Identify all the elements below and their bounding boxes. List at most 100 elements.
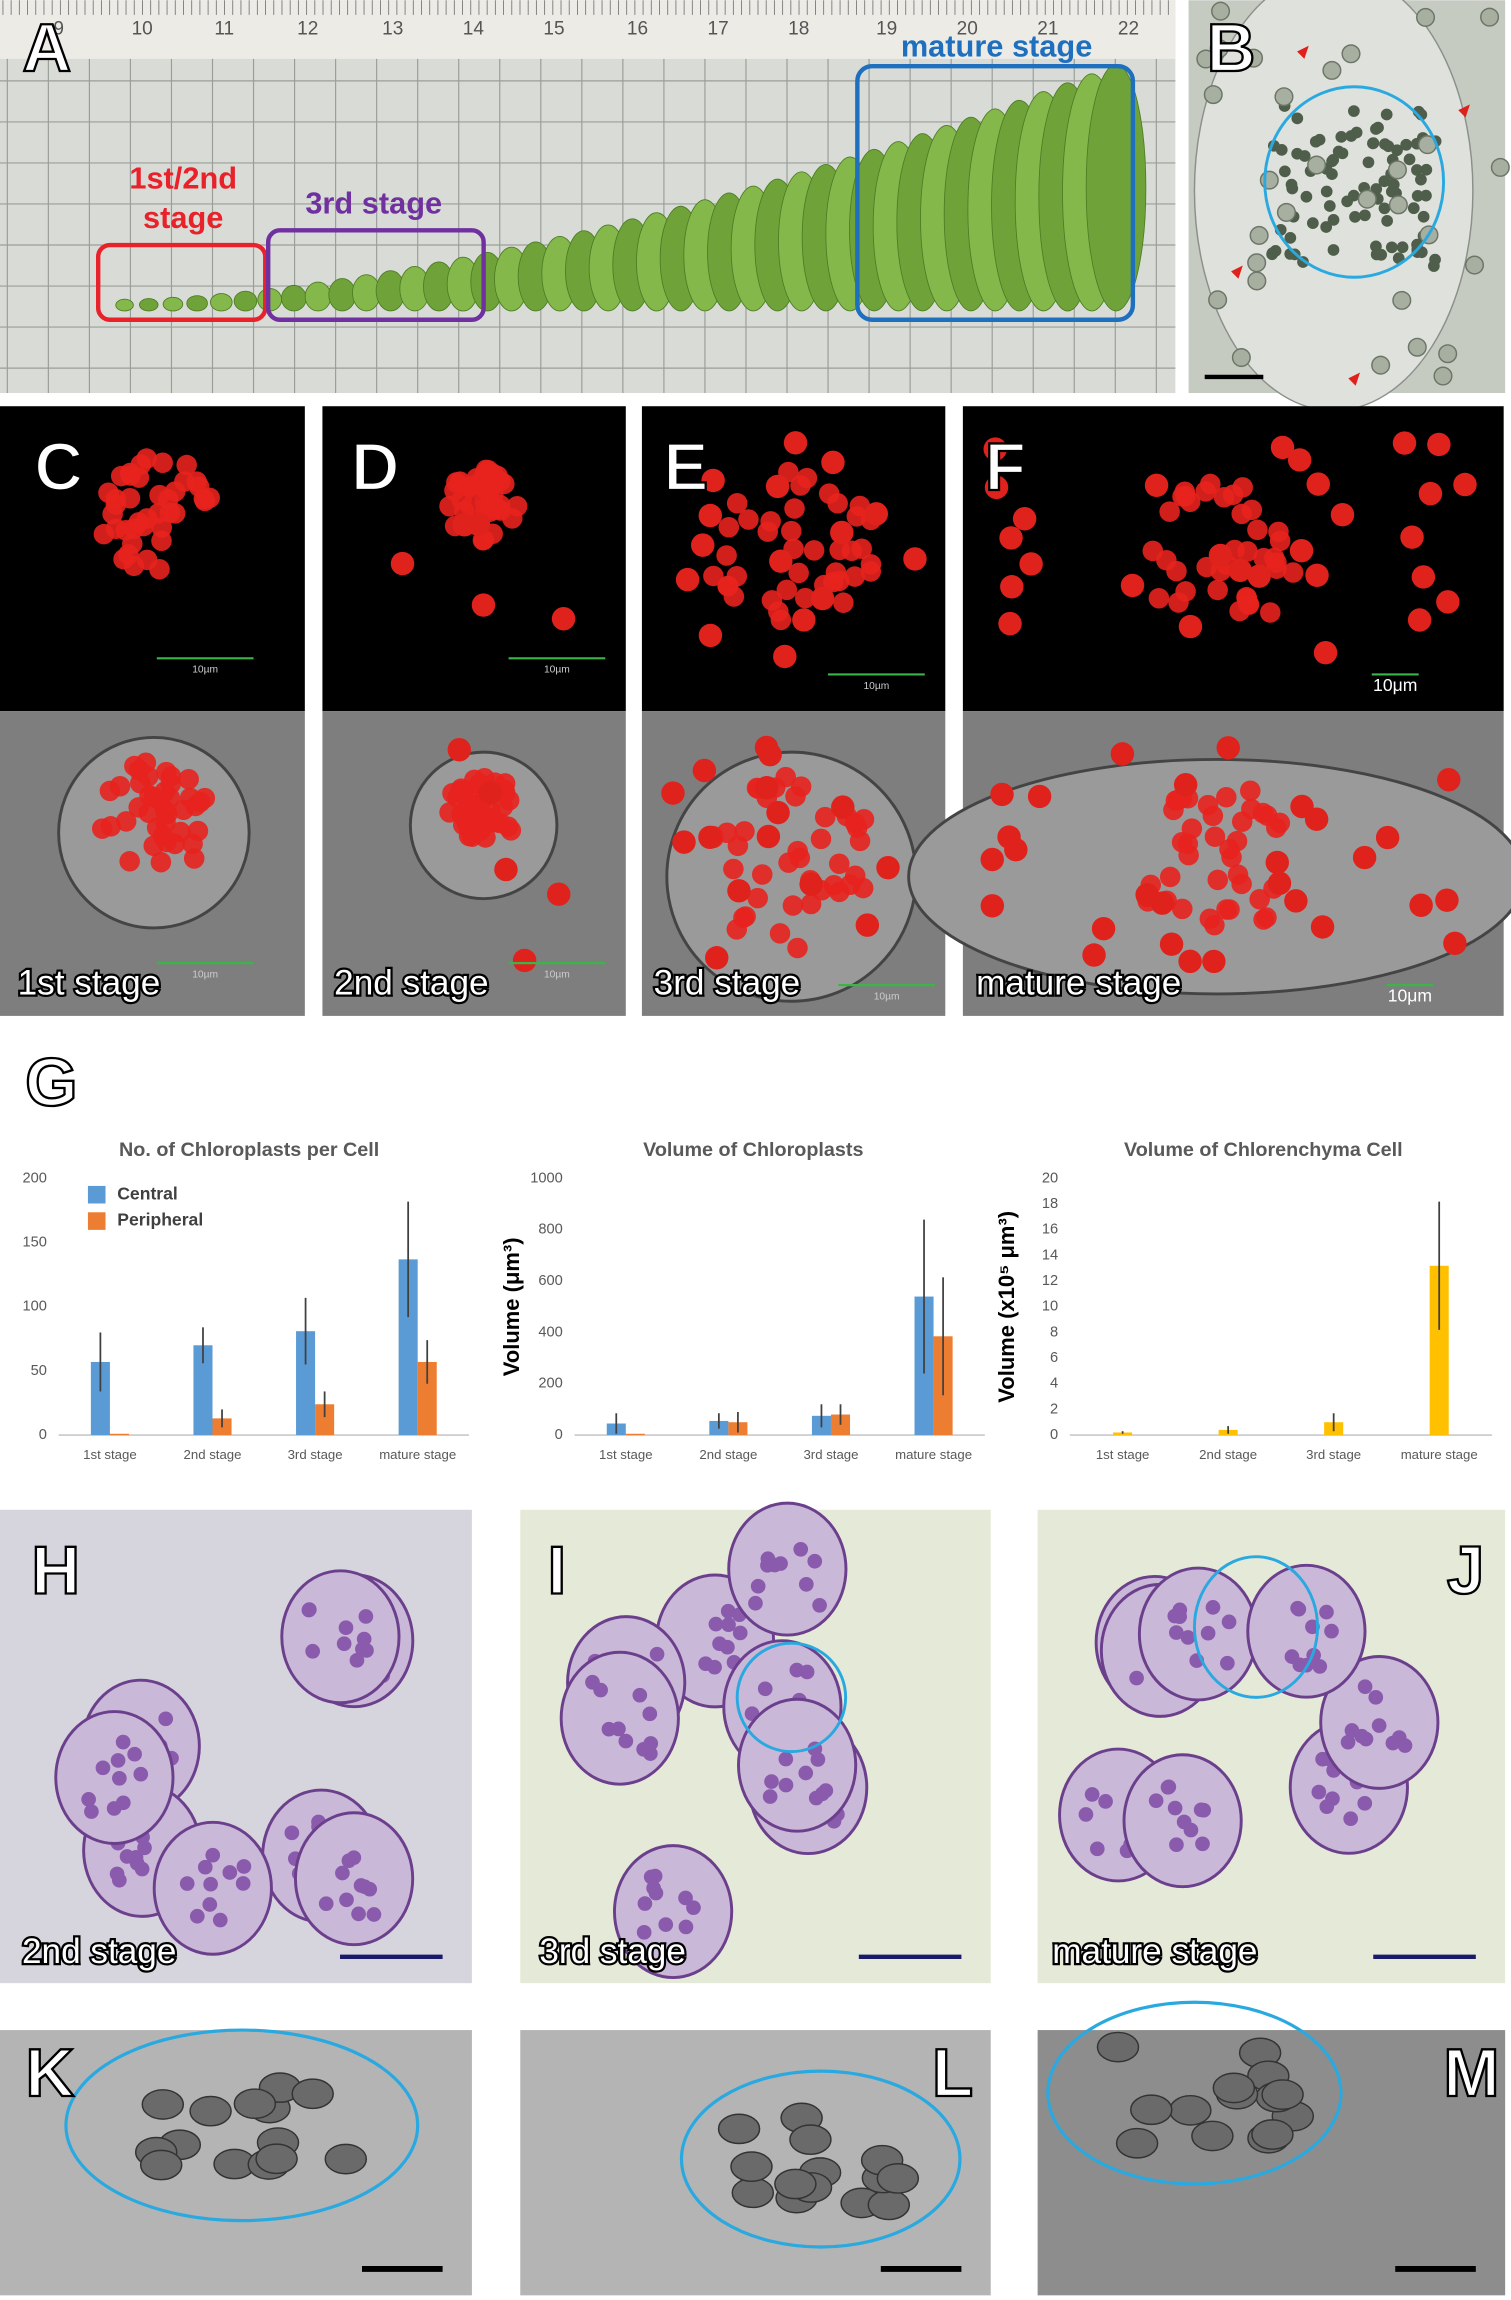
chloroplast bbox=[324, 2143, 368, 2175]
chloroplast bbox=[119, 851, 140, 872]
chloroplast bbox=[1084, 1787, 1100, 1802]
chloroplast bbox=[778, 1751, 794, 1767]
chloroplast bbox=[784, 498, 805, 519]
y-tick-label: 18 bbox=[1042, 1196, 1058, 1212]
chloroplast bbox=[1368, 1690, 1384, 1705]
chloroplast bbox=[1335, 131, 1348, 143]
y-tick-label: 200 bbox=[538, 1376, 562, 1392]
chloroplast bbox=[110, 1753, 126, 1768]
chloroplast bbox=[752, 864, 773, 885]
chloroplast bbox=[176, 454, 197, 476]
chloroplast bbox=[686, 1900, 701, 1915]
chloroplast bbox=[1381, 215, 1393, 227]
chloroplast bbox=[818, 483, 840, 504]
bar bbox=[90, 1361, 110, 1436]
chloroplast bbox=[800, 893, 822, 915]
chloroplast bbox=[1267, 871, 1292, 895]
chloroplast bbox=[1027, 784, 1052, 809]
ruler-number: 14 bbox=[463, 19, 485, 40]
leaf bbox=[186, 295, 208, 312]
tem-ellipse bbox=[64, 2028, 420, 2223]
chloroplast bbox=[128, 467, 150, 488]
chloroplast bbox=[1259, 170, 1279, 190]
chloroplast bbox=[1227, 864, 1249, 885]
chloroplast bbox=[1096, 2031, 1140, 2063]
chloroplast bbox=[734, 821, 755, 842]
chloroplast bbox=[1144, 473, 1169, 498]
chloroplast bbox=[750, 1578, 766, 1594]
chloroplast bbox=[1276, 202, 1296, 222]
chloroplast bbox=[773, 644, 797, 669]
chloroplast bbox=[810, 586, 835, 611]
annotation: 1st/2nd bbox=[129, 161, 237, 196]
chloroplast bbox=[1428, 260, 1440, 272]
chloroplast bbox=[990, 782, 1014, 807]
chloroplast bbox=[1221, 847, 1242, 868]
cell bbox=[1137, 1566, 1259, 1702]
chloroplast bbox=[141, 2089, 185, 2120]
chloroplast bbox=[1438, 344, 1458, 364]
chloroplast bbox=[983, 437, 1007, 461]
chloroplast bbox=[1110, 742, 1135, 766]
chloroplast bbox=[1345, 130, 1358, 142]
leaf bbox=[210, 293, 233, 312]
stage-label: 3rd stage bbox=[539, 1932, 686, 1971]
chloroplast bbox=[984, 475, 1009, 500]
chloroplast bbox=[774, 2168, 817, 2200]
chloroplast bbox=[1169, 1837, 1184, 1853]
chloroplast bbox=[636, 1925, 652, 1940]
chloroplast bbox=[339, 1892, 354, 1908]
chloroplast bbox=[1320, 221, 1333, 233]
legend-swatch bbox=[87, 1212, 106, 1230]
chloroplast bbox=[849, 830, 871, 852]
chloroplast bbox=[178, 768, 199, 790]
chloroplast bbox=[1216, 786, 1237, 808]
chloroplast bbox=[1177, 833, 1199, 855]
chloroplast bbox=[1392, 431, 1417, 455]
annotation: stage bbox=[143, 200, 223, 235]
x-tick-label: 3rd stage bbox=[288, 1447, 343, 1462]
chloroplast bbox=[1284, 231, 1297, 244]
fluorescence-image bbox=[322, 406, 626, 712]
chloroplast bbox=[179, 1876, 195, 1891]
ruler-number: 19 bbox=[876, 19, 897, 40]
chloroplast bbox=[1212, 2072, 1256, 2104]
chloroplast bbox=[84, 1804, 99, 1819]
chloroplast bbox=[748, 1595, 763, 1611]
chloroplast bbox=[632, 1687, 648, 1703]
chloroplast bbox=[1396, 241, 1409, 254]
panel-letter: I bbox=[548, 1534, 567, 1609]
chloroplast bbox=[1310, 915, 1335, 939]
chloroplast bbox=[189, 2095, 232, 2127]
chloroplast bbox=[128, 1850, 144, 1865]
stage-label: mature stage bbox=[976, 963, 1181, 1002]
chloroplast bbox=[449, 471, 471, 492]
chloroplast bbox=[1249, 225, 1269, 245]
bar bbox=[315, 1404, 335, 1436]
chloroplast bbox=[137, 1840, 152, 1856]
chloroplast bbox=[1265, 850, 1289, 875]
chloroplast bbox=[356, 1631, 372, 1647]
chloroplast bbox=[1180, 1630, 1196, 1645]
x-tick-label: 2nd stage bbox=[184, 1447, 242, 1462]
chloroplast bbox=[149, 559, 170, 580]
chloroplast bbox=[506, 495, 528, 517]
chloroplast bbox=[1358, 1731, 1374, 1747]
bar bbox=[625, 1433, 645, 1436]
chloroplast bbox=[1269, 245, 1282, 257]
arrowhead bbox=[1297, 45, 1309, 59]
chloroplast bbox=[798, 1577, 814, 1592]
chloroplast bbox=[1209, 38, 1229, 59]
chloroplast bbox=[546, 882, 571, 906]
chloroplast bbox=[1229, 600, 1250, 622]
chloroplast bbox=[1284, 889, 1308, 913]
chloroplast bbox=[733, 907, 754, 928]
chloroplast bbox=[814, 806, 836, 828]
chloroplast bbox=[353, 1878, 369, 1893]
chloroplast bbox=[1195, 1836, 1210, 1852]
chloroplast bbox=[111, 1872, 127, 1888]
chloroplast bbox=[1019, 552, 1043, 576]
stage-label: mature stage bbox=[1052, 1932, 1257, 1971]
chloroplast bbox=[336, 1636, 352, 1652]
chloroplast bbox=[1379, 138, 1391, 151]
